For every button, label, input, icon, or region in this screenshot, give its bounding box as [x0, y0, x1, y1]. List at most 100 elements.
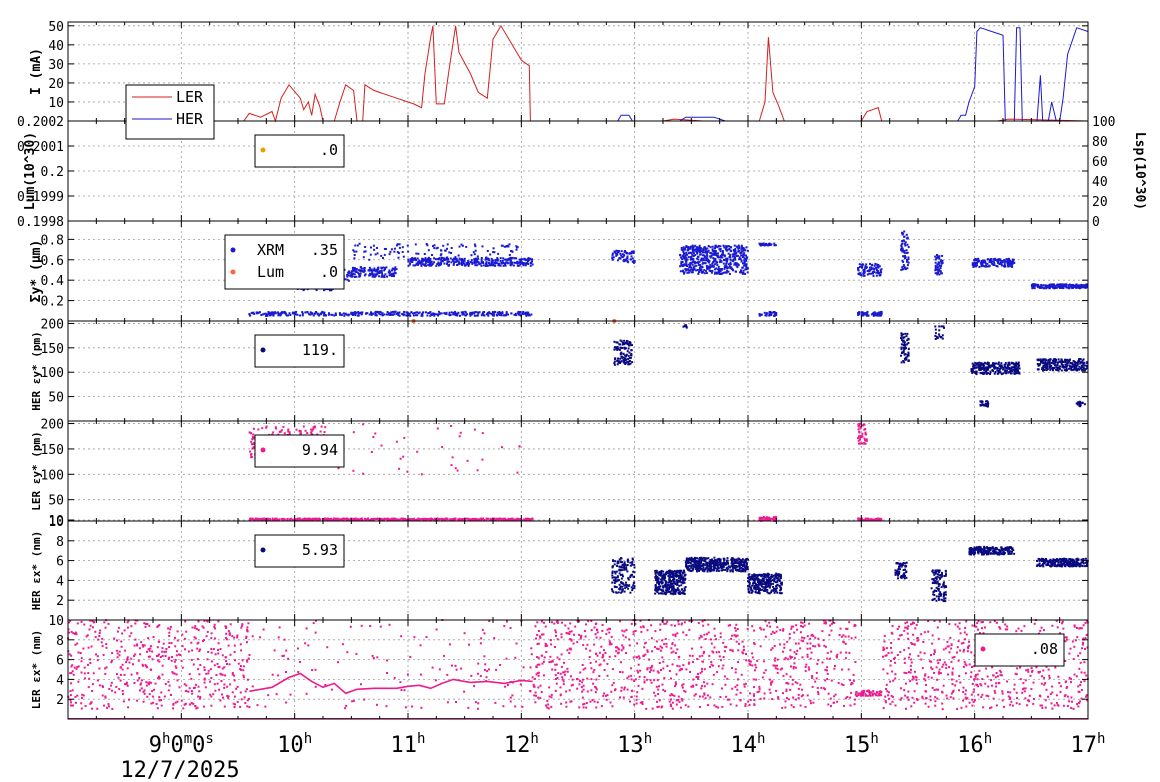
data-point: [906, 355, 909, 358]
data-point: [363, 268, 366, 271]
data-point: [250, 456, 253, 459]
data-point: [263, 312, 266, 315]
data-point: [394, 310, 397, 313]
data-point: [880, 314, 883, 317]
data-point: [901, 266, 904, 269]
data-point: [375, 247, 378, 249]
data-point: [317, 518, 320, 521]
data-point: [714, 250, 717, 252]
data-point: [682, 246, 685, 249]
data-point: [469, 314, 472, 317]
data-point: [485, 263, 488, 266]
data-point: [974, 362, 977, 365]
data-point: [515, 257, 518, 260]
data-point: [978, 260, 981, 263]
data-point: [271, 517, 274, 520]
data-point: [409, 262, 412, 265]
data-point: [631, 573, 633, 576]
data-point: [705, 258, 708, 260]
data-point: [695, 261, 698, 264]
data-point: [624, 361, 627, 364]
data-point: [433, 314, 436, 317]
data-point: [729, 267, 732, 269]
data-point: [906, 332, 909, 335]
data-point: [1058, 285, 1061, 288]
data-point: [461, 261, 463, 264]
data-point: [993, 366, 996, 369]
data-point: [665, 589, 668, 592]
data-point: [705, 252, 708, 255]
data-point: [364, 250, 367, 253]
data-point: [516, 261, 518, 264]
data-point: [1071, 362, 1074, 365]
data-point: [302, 289, 305, 292]
data-point: [974, 264, 977, 267]
data-point: [720, 567, 723, 569]
data-point: [679, 576, 681, 579]
data-point: [722, 563, 725, 566]
data-point: [686, 271, 689, 274]
data-point: [864, 431, 867, 434]
data-point: [429, 262, 432, 265]
data-point: [706, 259, 709, 261]
data-point: [383, 313, 386, 316]
data-point: [1048, 360, 1051, 362]
data-point: [1066, 362, 1069, 365]
series-line: [68, 27, 1089, 122]
data-point: [423, 253, 426, 255]
data-point: [691, 263, 694, 266]
data-point: [251, 517, 254, 520]
data-point: [1061, 365, 1064, 368]
data-point: [621, 341, 624, 344]
data-point: [671, 585, 673, 588]
data-point: [414, 258, 417, 261]
data-point: [857, 518, 860, 520]
data-point: [501, 311, 504, 314]
data-point: [622, 575, 624, 578]
data-point: [355, 311, 358, 314]
data-point: [449, 518, 452, 521]
data-point: [729, 263, 732, 266]
data-point: [464, 310, 467, 313]
data-point: [330, 519, 333, 522]
data-point: [1081, 402, 1084, 404]
data-point: [277, 314, 280, 317]
data-point: [989, 373, 991, 375]
data-point: [736, 262, 739, 265]
data-point: [692, 557, 695, 560]
data-point: [1000, 362, 1003, 365]
data-point: [900, 348, 903, 351]
data-point: [665, 591, 668, 594]
data-point: [692, 250, 695, 253]
data-point: [475, 518, 478, 521]
data-point: [934, 325, 937, 328]
data-point: [718, 268, 721, 271]
data-point: [1080, 361, 1083, 364]
data-point: [350, 312, 353, 315]
data-point: [1067, 359, 1070, 362]
data-point: [281, 518, 284, 521]
data-point: [675, 571, 678, 574]
data-point: [363, 267, 366, 269]
data-point: [621, 585, 624, 588]
data-point: [440, 249, 443, 252]
data-point: [711, 249, 714, 252]
data-point: [938, 335, 941, 338]
data-point: [406, 470, 409, 473]
data-point: [877, 314, 880, 317]
data-point: [934, 261, 937, 264]
data-point: [611, 589, 614, 592]
data-point: [980, 366, 983, 369]
data-point: [347, 279, 350, 282]
data-point: [414, 243, 417, 246]
data-point: [692, 257, 695, 260]
data-point: [1057, 369, 1060, 372]
data-point: [1078, 358, 1080, 361]
data-point: [664, 582, 667, 585]
data-point: [695, 248, 698, 251]
data-point: [704, 248, 707, 251]
data-point: [408, 314, 411, 316]
data-point: [621, 356, 624, 359]
data-point: [632, 570, 635, 573]
